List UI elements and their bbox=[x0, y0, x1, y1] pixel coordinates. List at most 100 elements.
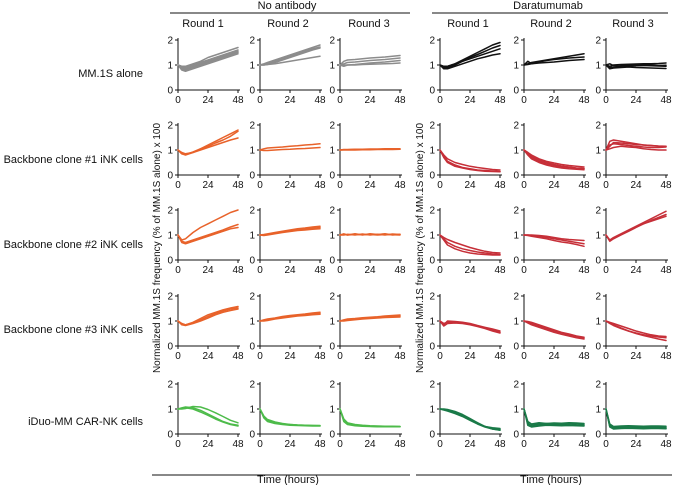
series-line-1 bbox=[259, 44, 321, 66]
series-line-2 bbox=[439, 234, 501, 256]
y-tick-label: 2 bbox=[329, 380, 335, 391]
x-tick-label: 24 bbox=[284, 351, 296, 362]
series-line-3 bbox=[605, 215, 667, 242]
x-axis-title-no-antibody: Time (hours) bbox=[257, 474, 319, 485]
y-tick-label: 0 bbox=[167, 342, 173, 353]
panel-car-daratumumab-round-2: 0 1 2 0 24 48 bbox=[513, 380, 590, 451]
y-tick-label: 1 bbox=[595, 146, 601, 157]
series-line-1 bbox=[439, 41, 501, 68]
series-line-4 bbox=[605, 64, 667, 70]
x-tick-label: 24 bbox=[364, 351, 376, 362]
x-tick-label: 24 bbox=[284, 95, 296, 106]
x-tick-label: 48 bbox=[232, 351, 244, 362]
series-line-2 bbox=[259, 146, 321, 152]
x-tick-label: 24 bbox=[364, 265, 376, 276]
x-tick-label: 48 bbox=[578, 265, 590, 276]
y-tick-label: 0 bbox=[249, 86, 255, 97]
series-line-3 bbox=[259, 228, 321, 237]
y-tick-label: 0 bbox=[513, 256, 519, 267]
y-tick-label: 1 bbox=[249, 317, 255, 328]
x-tick-label: 48 bbox=[494, 351, 506, 362]
series-line-3 bbox=[339, 408, 401, 428]
x-tick-label: 24 bbox=[630, 180, 642, 191]
y-tick-label: 1 bbox=[249, 61, 255, 72]
x-tick-label: 0 bbox=[257, 95, 263, 106]
y-tick-label: 1 bbox=[167, 317, 173, 328]
y-tick-label: 0 bbox=[595, 256, 601, 267]
series-line-3 bbox=[177, 405, 239, 424]
x-tick-label: 24 bbox=[548, 265, 560, 276]
series-line-1 bbox=[259, 143, 321, 151]
x-tick-label: 0 bbox=[337, 180, 343, 191]
series-line-3 bbox=[439, 149, 501, 173]
series-line-3 bbox=[523, 149, 585, 171]
x-tick-label: 24 bbox=[548, 95, 560, 106]
x-tick-label: 48 bbox=[394, 95, 406, 106]
panel-b3-no_antibody-round-2: 0 1 2 0 24 48 bbox=[249, 292, 326, 363]
y-tick-label: 1 bbox=[595, 317, 601, 328]
x-tick-label: 0 bbox=[257, 265, 263, 276]
row-label-backbone-3: Backbone clone #3 iNK cells bbox=[4, 324, 144, 336]
y-tick-label: 2 bbox=[167, 292, 173, 303]
x-tick-label: 0 bbox=[603, 180, 609, 191]
x-tick-label: 48 bbox=[578, 351, 590, 362]
y-tick-label: 0 bbox=[595, 171, 601, 182]
series-line-2 bbox=[177, 50, 239, 70]
y-tick-label: 1 bbox=[595, 405, 601, 416]
row-label-mm1s: MM.1S alone bbox=[78, 68, 143, 80]
series-line-2 bbox=[523, 56, 585, 66]
panel-b2-daratumumab-round-3: 0 1 2 0 24 48 bbox=[595, 206, 672, 277]
series-line-2 bbox=[259, 408, 321, 427]
y-tick-label: 1 bbox=[429, 405, 435, 416]
panel-b2-no_antibody-round-1: 0 1 2 0 24 48 bbox=[167, 206, 244, 277]
x-tick-label: 48 bbox=[314, 351, 326, 362]
series-line-3 bbox=[259, 408, 321, 427]
y-tick-label: 1 bbox=[429, 146, 435, 157]
panel-b2-daratumumab-round-2: 0 1 2 0 24 48 bbox=[513, 206, 590, 277]
y-tick-label: 2 bbox=[429, 206, 435, 217]
round-header-no-antibody-1: Round 1 bbox=[182, 18, 224, 30]
y-tick-label: 2 bbox=[329, 121, 335, 132]
x-tick-label: 0 bbox=[257, 180, 263, 191]
series-line-3 bbox=[177, 308, 239, 327]
x-tick-label: 48 bbox=[660, 351, 672, 362]
x-tick-label: 0 bbox=[175, 265, 181, 276]
y-tick-label: 0 bbox=[329, 430, 335, 441]
y-tick-label: 0 bbox=[167, 171, 173, 182]
x-tick-label: 0 bbox=[603, 439, 609, 450]
x-tick-label: 0 bbox=[257, 351, 263, 362]
x-tick-label: 48 bbox=[578, 439, 590, 450]
x-tick-label: 0 bbox=[175, 439, 181, 450]
series-line-4 bbox=[439, 408, 501, 430]
x-tick-label: 24 bbox=[202, 439, 214, 450]
series-line-4 bbox=[523, 149, 585, 170]
panel-car-daratumumab-round-1: 0 1 2 0 24 48 bbox=[429, 380, 506, 451]
x-tick-label: 48 bbox=[232, 439, 244, 450]
x-tick-label: 24 bbox=[464, 265, 476, 276]
series-line-4 bbox=[177, 46, 239, 68]
y-tick-label: 1 bbox=[329, 61, 335, 72]
x-tick-label: 24 bbox=[464, 95, 476, 106]
y-tick-label: 1 bbox=[167, 405, 173, 416]
series-line-2 bbox=[439, 149, 501, 173]
y-tick-label: 1 bbox=[513, 146, 519, 157]
y-tick-label: 0 bbox=[167, 430, 173, 441]
panel-mm1s-no_antibody-round-2: 0 1 2 0 24 48 bbox=[249, 36, 326, 107]
series-line-4 bbox=[605, 141, 667, 151]
x-tick-label: 48 bbox=[394, 439, 406, 450]
panel-mm1s-daratumumab-round-2: 0 1 2 0 24 48 bbox=[513, 36, 590, 107]
y-tick-label: 2 bbox=[329, 36, 335, 47]
series-line-3 bbox=[339, 148, 401, 151]
panel-car-no_antibody-round-1: 0 1 2 0 24 48 bbox=[167, 380, 244, 451]
round-header-no-antibody-3: Round 3 bbox=[348, 18, 390, 30]
y-tick-label: 1 bbox=[249, 405, 255, 416]
x-tick-label: 0 bbox=[337, 95, 343, 106]
x-tick-label: 0 bbox=[521, 95, 527, 106]
y-tick-label: 2 bbox=[429, 121, 435, 132]
x-tick-label: 24 bbox=[202, 180, 214, 191]
x-tick-label: 0 bbox=[603, 351, 609, 362]
x-tick-label: 0 bbox=[437, 95, 443, 106]
x-tick-label: 48 bbox=[314, 265, 326, 276]
